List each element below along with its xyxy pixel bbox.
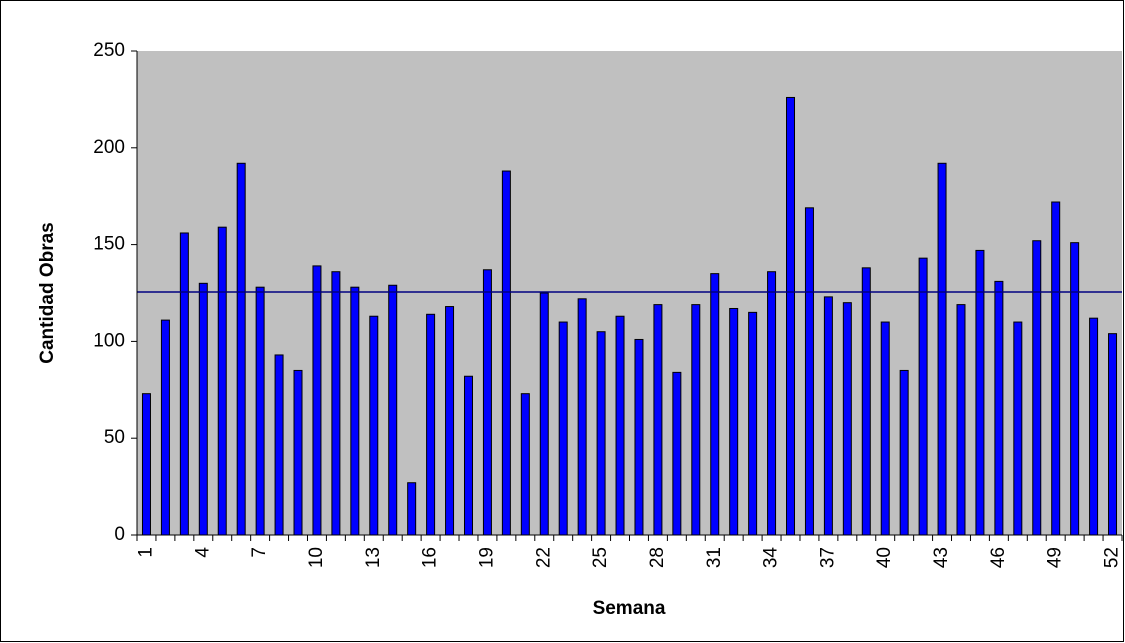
- x-tick-label: 22: [533, 547, 554, 568]
- bar: [331, 271, 341, 536]
- bar: [539, 292, 549, 536]
- x-tick-label: 43: [931, 547, 952, 568]
- x-tick-label: 13: [363, 547, 384, 568]
- bar: [615, 315, 625, 536]
- bar: [1070, 242, 1080, 536]
- bar: [880, 321, 890, 536]
- bar: [710, 273, 720, 536]
- bar: [786, 96, 796, 536]
- x-tick-label: 46: [988, 547, 1009, 568]
- bar: [1032, 240, 1042, 536]
- x-tick-label: 31: [704, 547, 725, 568]
- x-tick-label: 37: [817, 547, 838, 568]
- bar: [179, 232, 189, 536]
- bar: [217, 226, 227, 536]
- x-tick-label: 52: [1102, 547, 1123, 568]
- plot-area: [137, 51, 1122, 535]
- x-tick-label: 28: [647, 547, 668, 568]
- bar: [577, 298, 587, 536]
- y-tick-label: 100: [93, 330, 125, 351]
- bar: [445, 306, 455, 536]
- bar: [767, 271, 777, 536]
- bar: [899, 369, 909, 536]
- bar: [141, 393, 151, 536]
- bar: [596, 331, 606, 536]
- x-tick-label: 10: [306, 547, 327, 568]
- x-tick-label: 7: [249, 547, 270, 558]
- bar: [312, 265, 322, 536]
- bar: [558, 321, 568, 536]
- bar: [274, 354, 284, 536]
- bar: [350, 286, 360, 536]
- y-tick-label: 0: [114, 524, 125, 545]
- y-tick-label: 150: [93, 234, 125, 255]
- x-tick-label: 1: [135, 547, 156, 558]
- bar: [482, 269, 492, 536]
- bar: [1089, 317, 1099, 536]
- bar: [369, 315, 379, 536]
- bar: [956, 304, 966, 536]
- x-tick-label: 34: [761, 547, 782, 569]
- bar: [426, 313, 436, 536]
- bar: [823, 296, 833, 536]
- bar: [672, 371, 682, 536]
- y-tick-label: 250: [93, 40, 125, 61]
- bar: [520, 393, 530, 536]
- bar: [407, 482, 417, 536]
- x-tick-label: 40: [874, 547, 895, 568]
- bar: [729, 307, 739, 536]
- bar: [160, 319, 170, 536]
- bar: [198, 282, 208, 536]
- bar: [1013, 321, 1023, 536]
- bar: [937, 162, 947, 536]
- bar: [236, 162, 246, 536]
- bar: [293, 369, 303, 536]
- bar: [388, 284, 398, 536]
- x-tick-label: 19: [476, 547, 497, 568]
- x-tick-label: 16: [420, 547, 441, 568]
- bar: [748, 311, 758, 536]
- x-tick-label: 25: [590, 547, 611, 568]
- bar: [634, 338, 644, 536]
- bar: [501, 170, 511, 536]
- x-axis-title: Semana: [593, 598, 666, 619]
- bar: [842, 302, 852, 536]
- bar: [861, 267, 871, 536]
- bar: [653, 304, 663, 536]
- bar: [918, 257, 928, 536]
- bar: [255, 286, 265, 536]
- bar: [691, 304, 701, 536]
- y-axis-title: Cantidad Obras: [37, 222, 58, 363]
- bar: [994, 280, 1004, 536]
- y-tick-label: 50: [104, 427, 125, 448]
- x-tick-label: 49: [1045, 547, 1066, 568]
- bar: [804, 207, 814, 536]
- bar: [1051, 201, 1061, 536]
- x-tick-label: 4: [192, 547, 213, 558]
- bar: [1108, 333, 1118, 536]
- bar: [975, 249, 985, 536]
- bar: [463, 375, 473, 536]
- y-tick-label: 200: [93, 137, 125, 158]
